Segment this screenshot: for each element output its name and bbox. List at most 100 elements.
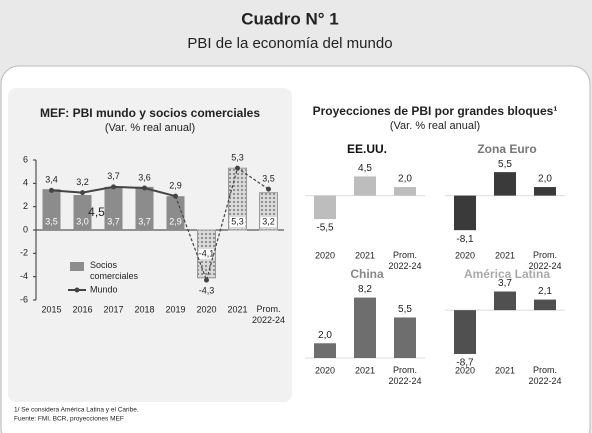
x-tick-label: 2020 — [315, 250, 335, 260]
value-label: 3,5 — [262, 174, 275, 184]
page-title: Cuadro N° 1 — [241, 9, 338, 28]
left-panel — [8, 88, 292, 402]
bar — [534, 299, 556, 311]
footnote: Fuente: FMI, BCR, proyecciones MEF — [14, 416, 124, 423]
value-label: 3,7 — [138, 216, 151, 226]
bar — [314, 195, 336, 220]
group-title: Proyecciones de PBI por grandes bloques¹ — [313, 104, 558, 118]
y-tick-label: 0 — [23, 224, 28, 234]
x-tick-label: Prom. 2022-24 — [388, 365, 421, 386]
bar — [454, 310, 476, 354]
x-tick-label: Prom. 2022-24 — [528, 365, 561, 386]
bar — [135, 186, 154, 230]
value-label: 3,7 — [498, 278, 512, 289]
value-label: -4,1 — [199, 248, 215, 258]
bar — [494, 291, 516, 311]
value-label: 2,0 — [318, 330, 332, 341]
value-label: 2,1 — [538, 286, 552, 297]
value-label-box — [229, 217, 246, 227]
x-tick-label: Prom. 2022-24 — [252, 304, 285, 325]
panel-title: América Latina — [464, 267, 550, 281]
bar — [454, 195, 476, 231]
bar — [494, 172, 516, 196]
y-tick-label: 4 — [23, 178, 28, 188]
x-tick-label: 2021 — [495, 365, 515, 375]
x-tick-label: 2020 — [196, 304, 216, 314]
bar — [394, 317, 416, 358]
y-tick-label: 6 — [23, 154, 28, 164]
bar — [42, 189, 61, 230]
bar — [166, 196, 185, 230]
x-tick-label: 2020 — [455, 365, 475, 375]
legend-swatch — [74, 287, 80, 293]
bar — [354, 297, 376, 358]
line-point — [204, 277, 209, 283]
value-label: -4,3 — [199, 286, 215, 296]
x-tick-label: 2016 — [72, 304, 92, 314]
x-tick-label: 2021 — [355, 250, 375, 260]
x-tick-label: 2020 — [455, 250, 475, 260]
value-label: 3,4 — [45, 175, 58, 185]
annotation: 4,5 — [88, 205, 105, 219]
value-label: 2,0 — [398, 174, 412, 185]
value-label: 3,7 — [107, 171, 120, 181]
value-label: 3,6 — [138, 172, 151, 182]
x-tick-label: 2018 — [134, 304, 154, 314]
value-label: 3,2 — [262, 216, 275, 226]
value-label: 5,3 — [231, 216, 244, 226]
line-point — [266, 186, 271, 192]
value-label: 3,2 — [76, 177, 89, 187]
x-tick-label: 2015 — [41, 304, 61, 314]
legend-label: Mundo — [90, 284, 118, 294]
value-label-box — [198, 248, 215, 259]
line-point — [80, 190, 85, 196]
footnote: 1/ Se considera América Latina y el Cari… — [14, 407, 139, 414]
group-subtitle: (Var. % real anual) — [390, 120, 480, 132]
line-point — [235, 165, 240, 171]
bar — [534, 187, 556, 196]
panel-title: Zona Euro — [477, 142, 536, 156]
value-label: 5,5 — [398, 304, 412, 315]
y-tick-label: -2 — [20, 248, 28, 258]
x-tick-label: Prom. 2022-24 — [528, 250, 561, 271]
legend-label: Socios comerciales — [90, 260, 139, 281]
value-label: 8,2 — [358, 284, 372, 295]
bar — [73, 195, 92, 230]
bar — [314, 343, 336, 358]
bar — [394, 187, 416, 196]
panel-title: EE.UU. — [347, 142, 387, 156]
value-label: -8,1 — [456, 234, 474, 245]
x-tick-label: Prom. 2022-24 — [388, 250, 421, 271]
y-tick-label: 2 — [23, 201, 28, 211]
chart-title: MEF: PBI mundo y socios comerciales — [40, 106, 260, 120]
value-label: 4,5 — [358, 163, 372, 174]
bar — [104, 186, 123, 230]
value-label: 2,0 — [538, 174, 552, 185]
line-point — [173, 193, 178, 199]
chart-subtitle: (Var. % real anual) — [105, 122, 195, 134]
x-tick-label: 2021 — [227, 304, 247, 314]
value-label: -5,5 — [316, 223, 334, 234]
x-tick-label: 2020 — [315, 365, 335, 375]
bar — [354, 176, 376, 196]
panel-title: China — [350, 267, 384, 281]
value-label: 5,5 — [498, 159, 512, 170]
value-label: 2,9 — [169, 181, 182, 191]
value-label-box — [260, 217, 277, 227]
y-tick-label: -6 — [20, 294, 28, 304]
x-tick-label: 2017 — [103, 304, 123, 314]
legend-swatch — [70, 262, 84, 271]
value-label: 3,0 — [76, 216, 89, 226]
value-label: -8,7 — [456, 358, 474, 369]
x-tick-label: 2019 — [165, 304, 185, 314]
line — [174, 167, 269, 283]
value-label: 3,5 — [45, 216, 58, 226]
x-tick-label: 2021 — [355, 365, 375, 375]
page-subtitle: PBI de la economía del mundo — [187, 35, 392, 52]
line-point — [142, 185, 147, 191]
value-label: 2,9 — [169, 216, 182, 226]
line-point — [111, 184, 116, 190]
line-point — [49, 187, 54, 193]
y-tick-label: -4 — [20, 271, 28, 281]
